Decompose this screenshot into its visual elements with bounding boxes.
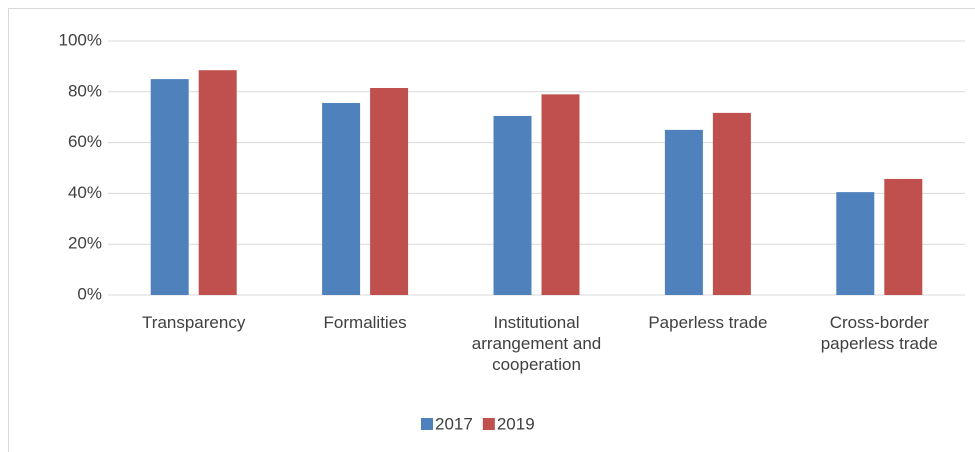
legend-swatch <box>482 418 495 430</box>
x-tick-label: Formalities <box>323 313 407 332</box>
legend-label: 2017 <box>435 414 473 433</box>
legend-swatch <box>421 418 433 430</box>
y-tick-label: 80% <box>68 81 102 100</box>
y-tick-label: 0% <box>77 284 102 303</box>
chart-border <box>8 8 975 452</box>
bar <box>493 115 532 296</box>
bar <box>541 94 580 295</box>
bar <box>198 70 237 296</box>
bar <box>370 87 409 296</box>
bar <box>836 192 875 295</box>
bar <box>884 178 923 295</box>
y-tick-label: 60% <box>68 132 102 151</box>
x-tick-label: Cross-border paperless trade <box>820 313 938 353</box>
bar <box>664 129 703 295</box>
legend-label: 2019 <box>497 414 535 433</box>
x-tick-label: Institutional arrangement and cooperatio… <box>471 313 602 374</box>
y-tick-label: 40% <box>68 183 102 202</box>
bar <box>150 79 189 295</box>
bar <box>712 112 751 296</box>
x-tick-label: Transparency <box>142 313 246 332</box>
x-tick-label: Paperless trade <box>648 313 768 332</box>
bar <box>322 102 361 295</box>
y-tick-label: 20% <box>68 234 102 253</box>
y-tick-label: 100% <box>59 30 102 49</box>
